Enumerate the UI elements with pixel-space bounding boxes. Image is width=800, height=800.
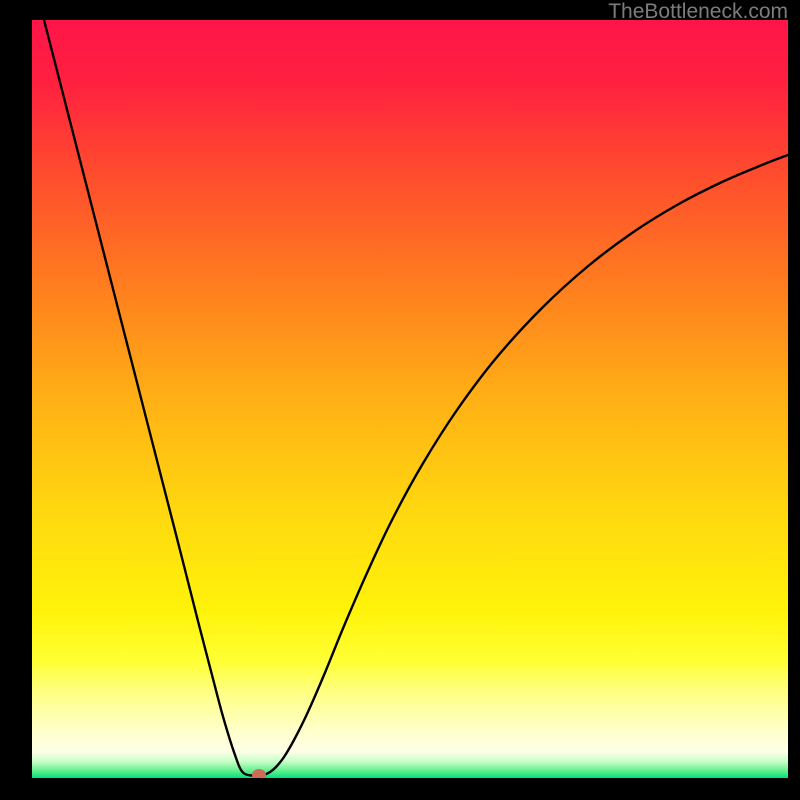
plot-area <box>32 20 788 778</box>
curve-layer <box>32 20 788 778</box>
bottleneck-curve <box>44 20 788 776</box>
watermark-text: TheBottleneck.com <box>608 0 788 24</box>
optimal-point-marker <box>252 769 266 778</box>
